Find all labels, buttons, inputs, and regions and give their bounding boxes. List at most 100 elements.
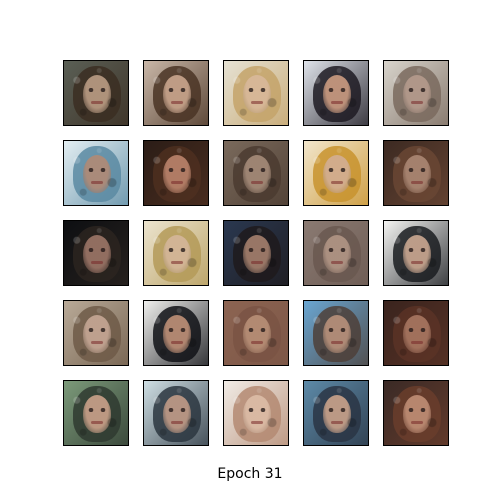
image-noise bbox=[64, 381, 128, 445]
face-shape bbox=[403, 155, 431, 193]
eyes-shape bbox=[328, 408, 346, 412]
generated-face-image bbox=[143, 380, 209, 446]
mouth-shape bbox=[91, 421, 103, 424]
face-shape bbox=[403, 315, 431, 353]
mouth-shape bbox=[171, 101, 183, 104]
eyes-shape bbox=[168, 408, 186, 412]
mouth-shape bbox=[171, 421, 183, 424]
face-shape bbox=[163, 315, 191, 353]
eyes-shape bbox=[328, 328, 346, 332]
image-noise bbox=[224, 61, 288, 125]
eyes-shape bbox=[88, 248, 106, 252]
generated-face-image bbox=[223, 380, 289, 446]
face-shape bbox=[243, 395, 271, 433]
image-noise bbox=[304, 381, 368, 445]
mouth-shape bbox=[251, 341, 263, 344]
image-noise bbox=[384, 61, 448, 125]
mouth-shape bbox=[251, 421, 263, 424]
image-noise bbox=[144, 381, 208, 445]
eyes-shape bbox=[328, 88, 346, 92]
image-noise bbox=[64, 301, 128, 365]
mouth-shape bbox=[251, 181, 263, 184]
mouth-shape bbox=[91, 341, 103, 344]
face-shape bbox=[83, 155, 111, 193]
image-noise bbox=[384, 141, 448, 205]
face-shape bbox=[323, 75, 351, 113]
figure-caption: Epoch 31 bbox=[217, 466, 283, 482]
image-noise bbox=[304, 221, 368, 285]
face-shape bbox=[243, 235, 271, 273]
generated-face-image bbox=[143, 60, 209, 126]
generated-face-image bbox=[63, 220, 129, 286]
mouth-shape bbox=[411, 261, 423, 264]
generated-face-image bbox=[383, 140, 449, 206]
image-noise bbox=[144, 61, 208, 125]
eyes-shape bbox=[88, 408, 106, 412]
face-shape bbox=[403, 235, 431, 273]
image-noise bbox=[64, 141, 128, 205]
generated-face-image bbox=[383, 60, 449, 126]
generated-face-image bbox=[223, 220, 289, 286]
generated-face-image bbox=[303, 140, 369, 206]
face-shape bbox=[163, 155, 191, 193]
eyes-shape bbox=[328, 168, 346, 172]
face-shape bbox=[83, 315, 111, 353]
face-shape bbox=[403, 75, 431, 113]
generated-face-image bbox=[223, 60, 289, 126]
generated-face-image bbox=[143, 300, 209, 366]
image-noise bbox=[224, 301, 288, 365]
eyes-shape bbox=[248, 88, 266, 92]
mouth-shape bbox=[411, 181, 423, 184]
face-shape bbox=[323, 235, 351, 273]
image-noise bbox=[224, 221, 288, 285]
generated-face-image bbox=[383, 220, 449, 286]
generated-face-image bbox=[303, 220, 369, 286]
image-noise bbox=[304, 141, 368, 205]
generated-face-image bbox=[223, 140, 289, 206]
generated-face-image bbox=[223, 300, 289, 366]
image-noise bbox=[144, 221, 208, 285]
image-noise bbox=[304, 301, 368, 365]
mouth-shape bbox=[91, 101, 103, 104]
image-noise bbox=[144, 301, 208, 365]
eyes-shape bbox=[168, 328, 186, 332]
generated-face-image bbox=[383, 380, 449, 446]
eyes-shape bbox=[168, 88, 186, 92]
face-shape bbox=[243, 75, 271, 113]
eyes-shape bbox=[248, 408, 266, 412]
mouth-shape bbox=[331, 421, 343, 424]
face-shape bbox=[83, 75, 111, 113]
mouth-shape bbox=[171, 181, 183, 184]
eyes-shape bbox=[88, 328, 106, 332]
generated-face-image bbox=[143, 140, 209, 206]
eyes-shape bbox=[248, 328, 266, 332]
mouth-shape bbox=[331, 101, 343, 104]
mouth-shape bbox=[331, 181, 343, 184]
eyes-shape bbox=[248, 168, 266, 172]
generated-face-image bbox=[63, 140, 129, 206]
eyes-shape bbox=[408, 328, 426, 332]
image-noise bbox=[224, 141, 288, 205]
generated-face-image bbox=[63, 300, 129, 366]
generated-face-image bbox=[303, 380, 369, 446]
eyes-shape bbox=[408, 168, 426, 172]
mouth-shape bbox=[331, 341, 343, 344]
eyes-shape bbox=[168, 248, 186, 252]
eyes-shape bbox=[408, 408, 426, 412]
image-noise bbox=[144, 141, 208, 205]
mouth-shape bbox=[91, 261, 103, 264]
mouth-shape bbox=[251, 101, 263, 104]
image-noise bbox=[64, 221, 128, 285]
eyes-shape bbox=[408, 248, 426, 252]
generated-face-image bbox=[303, 60, 369, 126]
face-shape bbox=[163, 395, 191, 433]
image-noise bbox=[64, 61, 128, 125]
generated-face-image bbox=[63, 60, 129, 126]
mouth-shape bbox=[171, 261, 183, 264]
mouth-shape bbox=[411, 341, 423, 344]
face-shape bbox=[323, 315, 351, 353]
mouth-shape bbox=[91, 181, 103, 184]
image-noise bbox=[224, 381, 288, 445]
mouth-shape bbox=[331, 261, 343, 264]
